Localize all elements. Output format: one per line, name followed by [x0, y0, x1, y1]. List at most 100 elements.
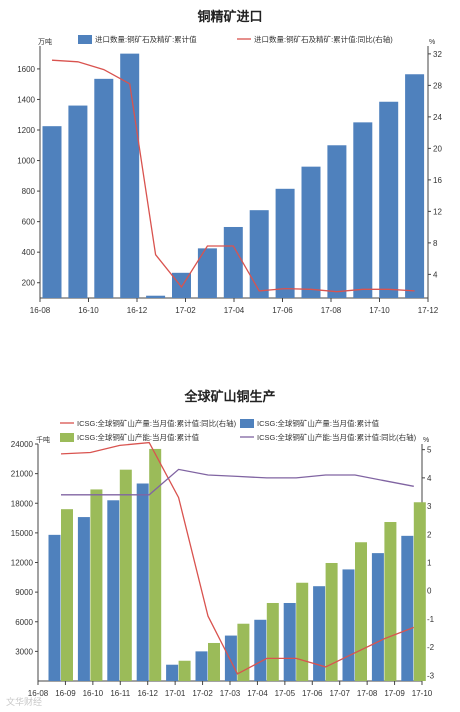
bar [283, 602, 296, 681]
bar [42, 126, 62, 298]
legend-label: ICSG:全球铜矿山产能:当月值:累计值:同比(右轴) [257, 432, 417, 442]
right-tick-label: 4 [427, 474, 432, 483]
bar [136, 483, 149, 681]
legend-label: 进口数量:铜矿石及精矿:累计值 [95, 34, 197, 44]
left-unit: 千吨 [36, 435, 50, 444]
left-tick-label: 1200 [17, 126, 35, 135]
x-tick-label: 17-12 [418, 306, 439, 315]
right-tick-label: 3 [427, 502, 432, 511]
x-tick-label: 17-04 [247, 689, 268, 698]
left-tick-label: 9000 [15, 588, 33, 597]
series-line [61, 468, 414, 496]
x-tick-label: 17-08 [321, 306, 342, 315]
bar [195, 651, 208, 681]
right-tick-label: -3 [427, 671, 435, 680]
right-tick-label: -1 [427, 615, 435, 624]
x-tick-label: 16-12 [137, 689, 158, 698]
right-tick-label: 1 [427, 559, 432, 568]
legend-swatch [78, 35, 92, 44]
bar [166, 664, 179, 681]
legend-label: ICSG:全球铜矿山产量:当月值:累计值 [257, 418, 380, 428]
bar [120, 53, 140, 298]
left-tick-label: 1000 [17, 157, 35, 166]
x-tick-label: 17-02 [192, 689, 213, 698]
right-unit: % [429, 39, 435, 46]
bar [223, 226, 243, 298]
left-tick-label: 600 [22, 218, 36, 227]
bar [266, 602, 279, 681]
x-tick-label: 17-10 [369, 306, 390, 315]
bar [146, 295, 166, 298]
bar [275, 188, 295, 298]
bar [384, 522, 397, 681]
right-tick-label: 5 [427, 446, 432, 455]
x-tick-label: 17-06 [272, 306, 293, 315]
left-tick-label: 6000 [15, 618, 33, 627]
bar [237, 623, 250, 681]
chart2-title: 全球矿山铜生产 [184, 389, 276, 404]
legend-swatch [240, 419, 254, 428]
bar [48, 534, 61, 681]
watermark: 文华财经 [6, 697, 43, 707]
bar [379, 101, 399, 298]
x-tick-label: 17-08 [357, 689, 378, 698]
right-tick-label: 2 [427, 530, 432, 539]
x-tick-label: 17-07 [329, 689, 350, 698]
left-tick-label: 1400 [17, 95, 35, 104]
x-tick-label: 17-06 [302, 689, 323, 698]
bar [254, 619, 267, 681]
x-tick-label: 16-09 [55, 689, 76, 698]
x-tick-label: 16-12 [127, 306, 148, 315]
left-tick-label: 21000 [11, 470, 34, 479]
bar [301, 166, 321, 298]
bar [405, 74, 425, 298]
right-tick-label: 24 [433, 113, 442, 122]
left-tick-label: 1600 [17, 65, 35, 74]
right-tick-label: 32 [433, 50, 442, 59]
bar [90, 489, 103, 681]
bar [61, 509, 73, 681]
legend-label: ICSG:全球铜矿山产量:当月值:累计值:同比(右轴) [77, 418, 237, 428]
series-line [60, 441, 415, 675]
bar [353, 122, 373, 298]
chart1: 万吨 % 200 400 600 800 1000 1200 1400 1600 4 8 12 16 20 2… [17, 34, 442, 315]
x-tick-label: 16-08 [30, 306, 51, 315]
bar [355, 542, 367, 681]
bar [325, 562, 338, 681]
chart2: 千吨 % 3000 6000 9000 12000 15000 18000 21000 24000… [11, 418, 435, 698]
series-line [51, 59, 415, 293]
bar [119, 469, 132, 681]
x-tick-label: 17-02 [175, 306, 196, 315]
left-tick-label: 3000 [15, 647, 33, 656]
right-tick-label: 28 [433, 81, 442, 90]
left-tick-label: 800 [22, 187, 36, 196]
bar [107, 500, 120, 681]
bar [208, 642, 220, 681]
x-tick-label: 16-10 [78, 306, 99, 315]
bar [296, 582, 309, 681]
x-tick-label: 17-05 [275, 689, 296, 698]
x-tick-label: 17-03 [220, 689, 241, 698]
bar [178, 660, 191, 681]
right-unit: % [423, 437, 429, 444]
chart1-title: 铜精矿进口 [197, 9, 263, 24]
legend-label: 进口数量:铜矿石及精矿:累计值:同比(右轴) [254, 34, 393, 44]
bar [249, 210, 269, 298]
bar [313, 586, 326, 681]
bar [413, 502, 426, 681]
left-tick-label: 400 [22, 248, 36, 257]
x-tick-label: 16-10 [83, 689, 104, 698]
x-tick-label: 17-09 [384, 689, 405, 698]
left-tick-label: 200 [22, 279, 36, 288]
bar [77, 517, 90, 681]
legend-swatch [60, 433, 74, 442]
bar [371, 553, 384, 681]
right-tick-label: 0 [427, 587, 432, 596]
left-tick-label: 12000 [11, 559, 34, 568]
right-tick-label: 4 [433, 270, 438, 279]
right-tick-label: 16 [433, 176, 442, 185]
bar [94, 78, 114, 298]
bar [68, 105, 88, 299]
x-tick-label: 16-11 [110, 689, 130, 698]
left-tick-label: 24000 [11, 440, 34, 449]
